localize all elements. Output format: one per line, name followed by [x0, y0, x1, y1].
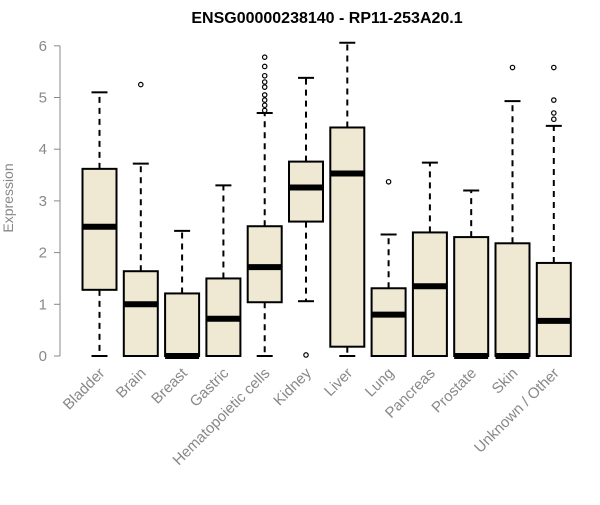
outlier-point	[261, 54, 268, 60]
box-breast	[164, 229, 201, 359]
box-lung	[370, 178, 407, 358]
iqr-box	[288, 160, 324, 223]
x-tick-label-liver: Liver	[321, 365, 356, 400]
y-tick-label: 6	[39, 38, 47, 55]
box-skin	[494, 64, 531, 359]
outlier-point	[261, 79, 268, 85]
boxes-group	[81, 41, 572, 359]
x-tick-label-skin: Skin	[489, 365, 522, 398]
outlier-point	[550, 64, 557, 71]
iqr-box	[494, 242, 531, 358]
box-kidney	[288, 76, 324, 358]
x-tick-label-breast: Breast	[148, 364, 191, 407]
outlier-point	[261, 92, 268, 98]
iqr-box	[370, 287, 407, 358]
outlier-point	[261, 97, 268, 103]
outlier-point	[261, 107, 268, 114]
iqr-box	[122, 270, 159, 358]
y-axis: 0 1 2 3 4 5 6	[39, 38, 61, 365]
iqr-box	[535, 261, 572, 357]
x-tick-label-brain: Brain	[113, 365, 150, 402]
box-unknown-other	[535, 64, 572, 357]
y-axis-label: Expression	[0, 163, 16, 232]
box-hematopoietic-cells	[246, 54, 283, 357]
outlier-point	[550, 110, 557, 116]
y-tick-label: 1	[39, 296, 47, 313]
outlier-point	[509, 64, 516, 71]
box-brain	[122, 81, 159, 358]
outlier-point	[261, 63, 268, 70]
x-tick-label-kidney: Kidney	[270, 364, 315, 409]
outlier-point	[303, 352, 309, 358]
outlier-point	[261, 72, 268, 79]
x-tick-label-bladder: Bladder	[60, 365, 109, 414]
iqr-box	[453, 236, 490, 357]
y-tick-label: 4	[39, 141, 47, 158]
outlier-point	[138, 81, 144, 88]
iqr-box	[411, 231, 448, 357]
chart-title: ENSG00000238140 - RP11-253A20.1	[191, 10, 462, 27]
outlier-point	[261, 102, 268, 109]
x-tick-label-prostate: Prostate	[428, 365, 480, 417]
y-tick-label: 2	[39, 245, 47, 262]
iqr-box	[329, 126, 366, 348]
y-tick-label: 5	[39, 90, 47, 107]
box-pancreas	[411, 161, 448, 357]
outlier-point	[550, 116, 557, 123]
x-tick-label-lung: Lung	[362, 365, 398, 401]
iqr-box	[164, 292, 201, 357]
box-gastric	[205, 184, 242, 358]
y-tick-label: 0	[39, 348, 47, 365]
box-prostate	[453, 189, 490, 359]
outlier-point	[550, 97, 557, 103]
box-bladder	[81, 91, 118, 357]
y-tick-label: 3	[39, 193, 47, 210]
outlier-point	[261, 84, 268, 90]
box-liver	[329, 41, 366, 357]
outlier-point	[385, 178, 392, 185]
